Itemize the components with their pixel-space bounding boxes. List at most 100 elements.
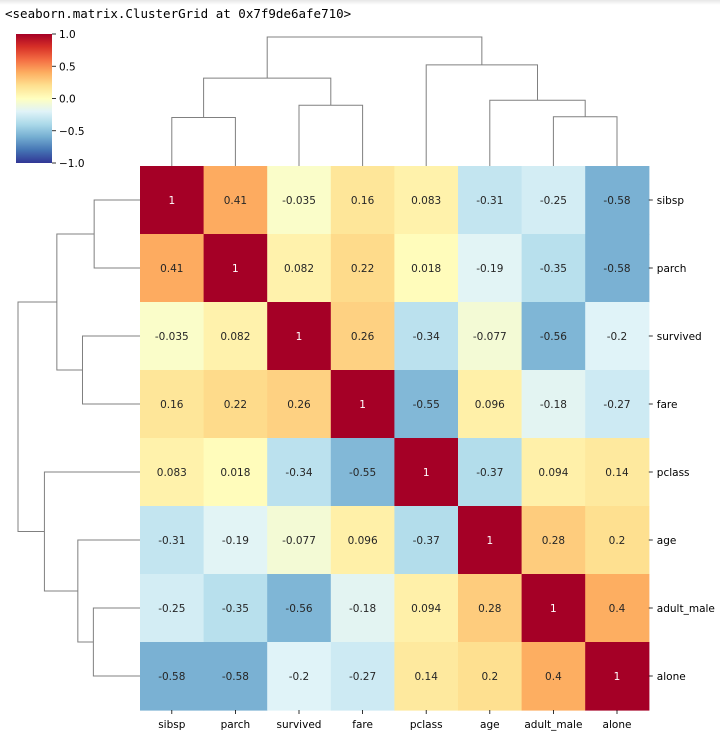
- cell-annotation: -0.37: [476, 467, 503, 479]
- cell-annotation: -0.56: [540, 331, 567, 343]
- heatmap-cell-parch-parch: [203, 234, 268, 303]
- row-dendrogram: [17, 199, 140, 677]
- cell-annotation: -0.35: [222, 603, 249, 615]
- cell-annotation: 0.094: [411, 603, 441, 615]
- cell-annotation: 0.094: [538, 467, 568, 479]
- heatmap-cell-adult_male-alone: [585, 574, 650, 643]
- cell-annotation: 0.096: [348, 535, 378, 547]
- heatmap-cell-alone-adult_male: [521, 642, 586, 711]
- col-dendrogram-link-2: [203, 77, 332, 118]
- heatmap-cell-pclass-age: [458, 438, 523, 507]
- heatmap-cell-adult_male-survived: [267, 574, 332, 643]
- row-label-alone: alone: [657, 671, 686, 683]
- row-dendrogram-link-0: [93, 199, 140, 269]
- heatmap-cell-pclass-sibsp: [140, 438, 205, 507]
- cell-annotation: -0.2: [607, 331, 628, 343]
- row-dendrogram-link-6: [17, 301, 57, 532]
- cell-annotation: 0.082: [220, 331, 250, 343]
- row-dendrogram-link-3: [92, 607, 140, 677]
- row-dendrogram-link-1: [81, 335, 140, 405]
- heatmap-annotations: 1 0.41 -0.035 0.16 0.083 -0.31 -0.25 -0.580.41 1…: [155, 195, 631, 683]
- row-label-adult_male: adult_male: [657, 603, 715, 615]
- heatmap-cell-fare-alone: [585, 370, 650, 439]
- heatmap-cell-parch-alone: [585, 234, 650, 303]
- cell-annotation: -0.37: [413, 535, 440, 547]
- colorbar-tick-label: −1.0: [59, 158, 85, 170]
- heatmap-cell-parch-pclass: [394, 234, 459, 303]
- col-label-age: age: [480, 719, 500, 731]
- cell-annotation: -0.077: [473, 331, 507, 343]
- heatmap-cell-adult_male-age: [458, 574, 523, 643]
- heatmap-cell-adult_male-sibsp: [140, 574, 205, 643]
- heatmap-cell-parch-fare: [330, 234, 395, 303]
- cell-annotation: 0.018: [220, 467, 250, 479]
- column-dendrogram: [171, 36, 618, 166]
- heatmap-cell-age-pclass: [394, 506, 459, 575]
- heatmap-cell-sibsp-survived: [267, 166, 332, 235]
- cell-annotation: 0.16: [351, 195, 375, 207]
- col-dendrogram-link-1: [298, 104, 364, 166]
- cell-annotation: 1: [359, 399, 366, 411]
- heatmap-cell-fare-parch: [203, 370, 268, 439]
- heatmap-cell-age-sibsp: [140, 506, 205, 575]
- heatmap-cell-sibsp-sibsp: [140, 166, 205, 235]
- col-label-adult_male: adult_male: [524, 719, 582, 731]
- colorbar-tick-label: −0.5: [59, 126, 85, 138]
- cell-annotation: 1: [550, 603, 557, 615]
- cell-annotation: -0.31: [158, 535, 185, 547]
- row-label-pclass: pclass: [657, 467, 690, 479]
- heatmap-cell-fare-adult_male: [521, 370, 586, 439]
- col-dendrogram-link-6: [266, 36, 483, 79]
- row-label-survived: survived: [657, 331, 702, 343]
- heatmap-cell-sibsp-alone: [585, 166, 650, 235]
- heatmap-cell-pclass-pclass: [394, 438, 459, 507]
- cell-annotation: 0.16: [160, 399, 184, 411]
- heatmap-cell-pclass-fare: [330, 438, 395, 507]
- cell-annotation: 1: [232, 263, 239, 275]
- cell-annotation: -0.25: [540, 195, 567, 207]
- cell-annotation: 1: [168, 195, 175, 207]
- heatmap-cell-sibsp-pclass: [394, 166, 459, 235]
- cell-annotation: 1: [423, 467, 430, 479]
- cell-annotation: 0.14: [415, 671, 439, 683]
- cell-annotation: 0.2: [609, 535, 626, 547]
- cell-annotation: 0.26: [351, 331, 375, 343]
- col-label-survived: survived: [277, 719, 322, 731]
- cell-annotation: -0.077: [282, 535, 316, 547]
- cell-annotation: -0.27: [349, 671, 376, 683]
- cell-annotation: 0.26: [287, 399, 311, 411]
- cell-annotation: 0.083: [157, 467, 187, 479]
- col-dendrogram-link-3: [552, 116, 618, 166]
- heatmap-cells: [140, 166, 650, 711]
- column-tick-labels: sibsp parch survived fare pclass age adult_mal…: [158, 710, 631, 731]
- cell-annotation: -0.25: [158, 603, 185, 615]
- heatmap-cell-fare-age: [458, 370, 523, 439]
- heatmap-cell-survived-fare: [330, 302, 395, 371]
- cell-annotation: -0.55: [349, 467, 376, 479]
- cluster-grid-repr-text: <seaborn.matrix.ClusterGrid at 0x7f9de6a…: [5, 6, 352, 21]
- heatmap-cell-survived-age: [458, 302, 523, 371]
- heatmap-cell-survived-parch: [203, 302, 268, 371]
- heatmap-cell-pclass-alone: [585, 438, 650, 507]
- cell-annotation: -0.035: [155, 331, 189, 343]
- cell-annotation: 1: [296, 331, 303, 343]
- heatmap-cell-pclass-adult_male: [521, 438, 586, 507]
- heatmap-cell-sibsp-parch: [203, 166, 268, 235]
- col-label-parch: parch: [221, 719, 251, 731]
- colorbar: 1.0 0.5 0.0 −0.5 −1.0: [16, 29, 85, 170]
- cell-annotation: -0.31: [476, 195, 503, 207]
- col-label-sibsp: sibsp: [158, 719, 186, 731]
- cell-annotation: 0.28: [542, 535, 565, 547]
- heatmap-cell-parch-survived: [267, 234, 332, 303]
- heatmap-cell-sibsp-adult_male: [521, 166, 586, 235]
- heatmap-cell-alone-alone: [585, 642, 650, 711]
- cell-annotation: -0.56: [285, 603, 312, 615]
- cell-annotation: 0.4: [545, 671, 562, 683]
- cell-annotation: 0.082: [284, 263, 314, 275]
- cell-annotation: -0.035: [282, 195, 316, 207]
- row-dendrogram-link-2: [56, 233, 95, 371]
- cell-annotation: -0.2: [289, 671, 310, 683]
- heatmap-cell-pclass-survived: [267, 438, 332, 507]
- heatmap-cell-adult_male-parch: [203, 574, 268, 643]
